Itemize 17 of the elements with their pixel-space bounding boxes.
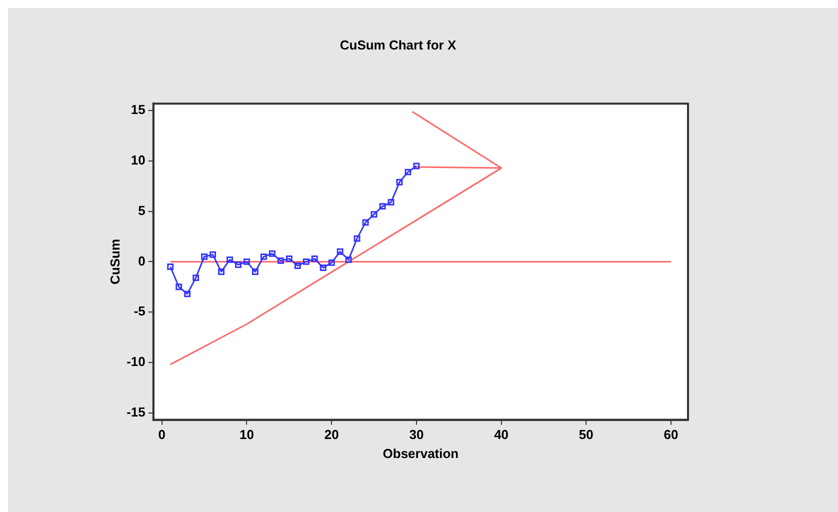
y-tick-label: 5 [138,202,146,218]
x-tick-label: 40 [494,427,509,442]
x-tick-label: 60 [664,427,678,442]
y-tick-label: 10 [130,152,146,168]
x-tick-label: 50 [578,427,594,442]
x-tick-label: 10 [240,427,254,442]
y-tick-label: -10 [126,354,146,369]
x-tick-label: 30 [409,427,424,442]
y-tick-label: -15 [126,404,146,420]
x-tick-label: 20 [324,427,339,442]
x-axis-title: Observation [382,446,459,461]
chart-title: CuSum Chart for X [340,37,456,52]
x-tick-label: 0 [158,427,166,442]
y-tick-label: -5 [134,304,146,319]
y-tick-label: 15 [130,102,146,118]
y-tick-label: 0 [138,253,146,268]
y-axis-title: CuSum [107,238,122,284]
